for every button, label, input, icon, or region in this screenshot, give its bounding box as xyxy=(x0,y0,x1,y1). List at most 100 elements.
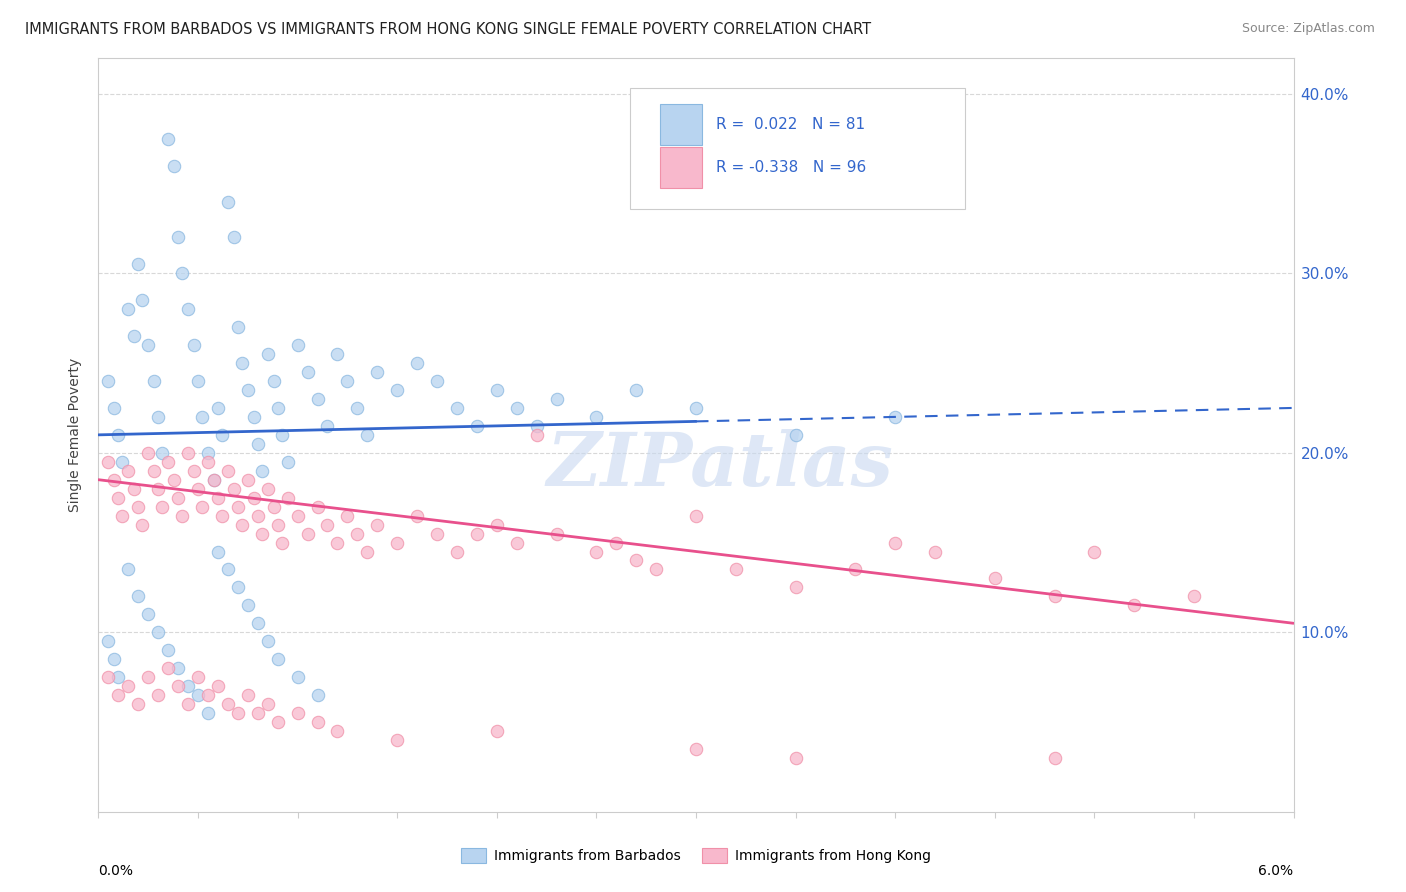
Point xyxy=(217,562,239,576)
Point xyxy=(724,562,747,576)
Point xyxy=(148,482,170,496)
Point xyxy=(316,418,339,433)
Point xyxy=(287,670,309,684)
Point xyxy=(183,464,205,478)
Point xyxy=(131,293,153,308)
Point xyxy=(97,455,120,469)
Point xyxy=(150,446,173,460)
Point xyxy=(546,526,568,541)
Point xyxy=(136,338,159,352)
Point xyxy=(117,679,139,693)
Point xyxy=(465,418,488,433)
Text: R = -0.338   N = 96: R = -0.338 N = 96 xyxy=(716,160,866,175)
Point xyxy=(446,544,468,558)
Point xyxy=(307,392,329,406)
Point xyxy=(150,500,173,514)
Point xyxy=(263,500,285,514)
Point xyxy=(277,455,299,469)
Point xyxy=(336,508,359,523)
Point xyxy=(307,500,329,514)
Point xyxy=(984,571,1007,585)
Point xyxy=(136,446,159,460)
Point xyxy=(1123,599,1146,613)
Point xyxy=(585,544,607,558)
Point xyxy=(336,374,359,388)
Point xyxy=(183,338,205,352)
Text: R =  0.022   N = 81: R = 0.022 N = 81 xyxy=(716,117,866,132)
Point xyxy=(307,714,329,729)
Point xyxy=(103,401,125,415)
Point xyxy=(211,428,233,442)
Point xyxy=(250,464,273,478)
Point xyxy=(127,257,149,271)
Point xyxy=(202,473,225,487)
Point xyxy=(197,455,219,469)
Point xyxy=(246,706,269,720)
Point xyxy=(207,401,229,415)
Point xyxy=(136,607,159,622)
Point xyxy=(197,706,219,720)
Point xyxy=(236,688,259,702)
Point xyxy=(97,374,120,388)
Point xyxy=(167,230,190,244)
Point xyxy=(785,581,807,595)
Point xyxy=(385,383,409,397)
Point xyxy=(211,508,233,523)
Point xyxy=(287,706,309,720)
Point xyxy=(426,526,449,541)
Point xyxy=(307,688,329,702)
Point xyxy=(111,455,134,469)
Point xyxy=(1182,590,1205,604)
Point xyxy=(287,508,309,523)
Point xyxy=(267,714,290,729)
Point xyxy=(426,374,449,388)
Point xyxy=(1083,544,1105,558)
Point xyxy=(187,670,209,684)
Point xyxy=(103,652,125,666)
Point xyxy=(103,473,125,487)
Point xyxy=(157,132,180,146)
Point xyxy=(485,517,508,532)
Point xyxy=(127,500,149,514)
Point xyxy=(127,697,149,711)
Point xyxy=(626,553,648,567)
Point xyxy=(785,428,807,442)
Point xyxy=(385,733,409,747)
Point xyxy=(243,491,266,505)
Point xyxy=(217,464,239,478)
Point xyxy=(506,401,529,415)
Point xyxy=(924,544,946,558)
Point xyxy=(1043,590,1066,604)
Text: 0.0%: 0.0% xyxy=(98,864,134,879)
Point xyxy=(236,473,259,487)
Point xyxy=(485,723,508,738)
Point xyxy=(157,643,180,657)
Point xyxy=(107,688,129,702)
Point xyxy=(246,616,269,631)
Point xyxy=(485,383,508,397)
Point xyxy=(326,535,349,549)
Point xyxy=(250,526,273,541)
Point xyxy=(191,500,214,514)
Point xyxy=(202,473,225,487)
Point xyxy=(97,634,120,648)
Point xyxy=(346,401,368,415)
Point xyxy=(267,401,290,415)
Text: Source: ZipAtlas.com: Source: ZipAtlas.com xyxy=(1241,22,1375,36)
Legend: Immigrants from Barbados, Immigrants from Hong Kong: Immigrants from Barbados, Immigrants fro… xyxy=(456,843,936,869)
Point xyxy=(326,347,349,361)
Point xyxy=(884,535,907,549)
Point xyxy=(256,347,278,361)
Point xyxy=(127,590,149,604)
Point xyxy=(231,356,253,370)
Point xyxy=(172,266,194,280)
Point xyxy=(167,661,190,675)
Point xyxy=(1043,751,1066,765)
Text: 6.0%: 6.0% xyxy=(1258,864,1294,879)
Point xyxy=(270,535,292,549)
Point xyxy=(107,670,129,684)
Point xyxy=(526,428,548,442)
Point xyxy=(207,544,229,558)
Point xyxy=(326,723,349,738)
Point xyxy=(124,482,146,496)
